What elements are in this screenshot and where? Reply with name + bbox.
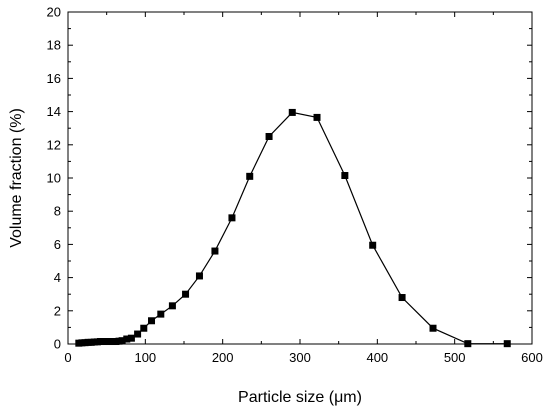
y-tick-label: 12 [47, 137, 61, 152]
x-axis-label: Particle size (μm) [238, 389, 362, 406]
x-tick-label: 500 [444, 350, 466, 365]
data-point [157, 310, 165, 318]
y-tick-label: 0 [54, 337, 61, 352]
data-point [341, 172, 349, 180]
series-layer [75, 108, 511, 348]
x-tick-label: 0 [64, 350, 71, 365]
data-point [123, 335, 131, 343]
data-point [398, 294, 406, 302]
tick-layer: 0 100 200 300 400 500 600 0 2 4 6 8 10 12 14 16 18 20 [47, 5, 543, 366]
data-point [429, 324, 437, 332]
y-tick-label: 2 [54, 303, 61, 318]
plot-area-frame [67, 11, 533, 345]
data-point [140, 324, 148, 332]
x-tick-label: 200 [212, 350, 234, 365]
x-tick-label: 400 [366, 350, 388, 365]
data-point [313, 113, 321, 121]
y-tick-label: 16 [47, 71, 61, 86]
data-point [369, 241, 377, 249]
data-point [288, 108, 296, 116]
data-point [265, 133, 273, 140]
data-point [127, 334, 135, 342]
y-tick-label: 18 [47, 38, 61, 53]
data-point [118, 337, 126, 345]
y-tick-label: 6 [54, 237, 61, 252]
y-tick-label: 14 [47, 104, 61, 119]
data-point [182, 290, 190, 298]
y-tick-label: 4 [54, 270, 61, 285]
data-point [168, 302, 176, 310]
series-line [78, 111, 508, 345]
y-axis-label: Volume fraction (%) [8, 108, 25, 248]
data-point [228, 214, 236, 222]
x-tick-label: 300 [289, 350, 311, 365]
data-point [246, 172, 254, 180]
y-tick-label: 10 [47, 171, 61, 186]
x-tick-label: 100 [134, 350, 156, 365]
data-point [148, 317, 156, 325]
data-point [211, 247, 219, 255]
x-tick-label: 600 [521, 350, 543, 365]
data-point [195, 272, 203, 280]
y-tick-label: 20 [47, 5, 61, 20]
data-point [134, 330, 142, 338]
y-tick-label: 8 [54, 204, 61, 219]
